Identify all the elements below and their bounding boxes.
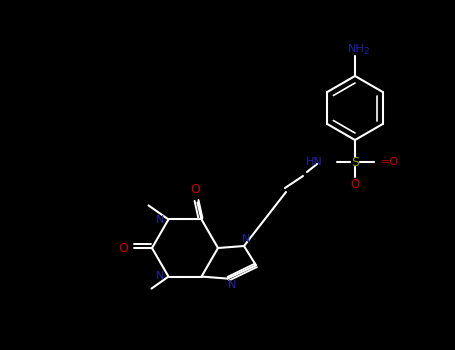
Text: N: N — [156, 215, 165, 225]
Text: O: O — [118, 241, 128, 254]
Text: O: O — [350, 178, 359, 191]
Text: =O: =O — [381, 157, 399, 167]
Text: 2: 2 — [363, 48, 369, 56]
Text: N: N — [242, 234, 250, 244]
Text: N: N — [228, 280, 237, 289]
Text: N: N — [156, 271, 165, 281]
Text: S: S — [351, 155, 359, 168]
Text: NH: NH — [348, 44, 364, 54]
Text: HN: HN — [306, 157, 323, 167]
Text: O: O — [191, 183, 201, 196]
